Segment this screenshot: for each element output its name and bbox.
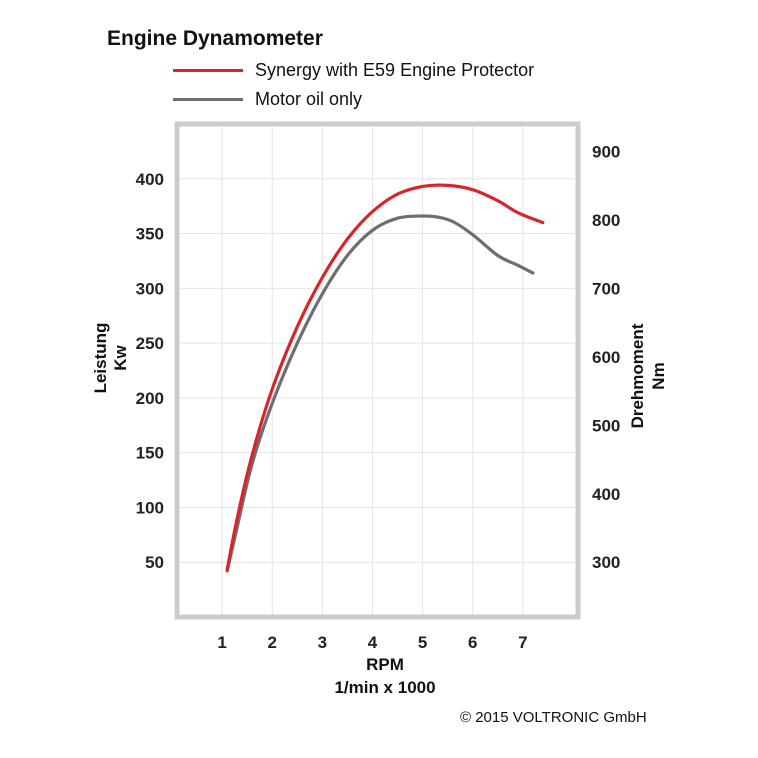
y-tick-label: 250 (136, 334, 164, 353)
x-tick-label: 3 (318, 633, 327, 652)
x-tick-label: 2 (268, 633, 277, 652)
y2-axis-label: Drehmoment (628, 323, 647, 428)
legend-swatch-synergy (173, 68, 243, 72)
grid-lines (177, 124, 578, 617)
y2-tick-label: 500 (592, 416, 620, 435)
x-tick-label: 4 (368, 633, 378, 652)
y2-tick-label: 600 (592, 348, 620, 367)
y2-tick-label: 300 (592, 553, 620, 572)
y-tick-label: 100 (136, 498, 164, 517)
x-axis-ticks: 1 2 3 4 5 6 7 (217, 633, 527, 652)
y-tick-label: 150 (136, 444, 164, 463)
legend-item-oil: Motor oil only (173, 87, 362, 111)
x-axis-label: RPM (366, 655, 404, 674)
series-line-synergy (225, 183, 545, 572)
x-tick-label: 6 (468, 633, 477, 652)
y-tick-label: 200 (136, 389, 164, 408)
plot-frame (174, 121, 581, 620)
y2-axis-unit: Nm (649, 362, 668, 389)
y2-axis-ticks: 300 400 500 600 700 800 900 (592, 142, 620, 572)
series-line-motor-oil (225, 214, 535, 573)
legend-swatch-oil (173, 97, 243, 101)
x-tick-label: 1 (217, 633, 226, 652)
legend-label-oil: Motor oil only (255, 88, 363, 109)
y-tick-label: 50 (145, 553, 164, 572)
y-axis-unit: Kw (111, 344, 130, 370)
x-axis-unit: 1/min x 1000 (334, 678, 435, 697)
x-tick-label: 7 (518, 633, 527, 652)
y2-tick-label: 400 (592, 485, 620, 504)
legend-label-synergy: Synergy with E59 Engine Protector (255, 59, 535, 80)
series-lines (225, 183, 545, 573)
legend-item-synergy: Synergy with E59 Engine Protector (173, 58, 534, 82)
y-axis-ticks: 50 100 150 200 250 300 350 400 (136, 170, 164, 572)
y2-tick-label: 900 (592, 142, 620, 161)
y-tick-label: 350 (136, 225, 164, 244)
x-tick-label: 5 (418, 633, 427, 652)
chart-title: Engine Dynamometer (107, 27, 323, 50)
y2-tick-label: 800 (592, 211, 620, 230)
copyright-notice: © 2015 VOLTRONIC GmbH (460, 709, 647, 726)
y2-tick-label: 700 (592, 279, 620, 298)
y-tick-label: 400 (136, 170, 164, 189)
y-axis-label: Leistung (91, 323, 110, 394)
y-tick-label: 300 (136, 279, 164, 298)
